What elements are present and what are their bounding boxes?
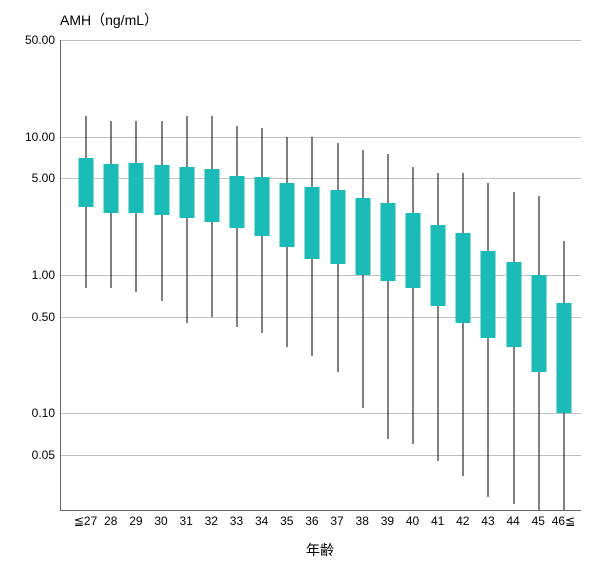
box: [406, 213, 421, 288]
whisker: [438, 173, 439, 462]
x-tick-label: 31: [179, 510, 192, 528]
whisker: [488, 183, 489, 496]
x-tick-label: 43: [481, 510, 494, 528]
box: [255, 177, 270, 236]
plot-area: 50.0010.005.001.000.500.100.05≦272829303…: [60, 40, 581, 511]
x-tick-label: 33: [230, 510, 243, 528]
grid-line: [61, 40, 581, 41]
x-tick-label: 34: [255, 510, 268, 528]
y-tick-label: 0.50: [32, 310, 61, 324]
box: [179, 167, 194, 217]
y-tick-label: 50.00: [25, 33, 61, 47]
box: [280, 183, 295, 246]
box: [79, 158, 94, 207]
box: [531, 275, 546, 372]
x-tick-label: 44: [506, 510, 519, 528]
box: [229, 176, 244, 228]
x-tick-label: 35: [280, 510, 293, 528]
x-tick-label: 41: [431, 510, 444, 528]
x-tick-label: 42: [456, 510, 469, 528]
box: [431, 225, 446, 306]
box: [506, 262, 521, 348]
box: [481, 251, 496, 338]
whisker: [413, 167, 414, 444]
whisker: [387, 154, 388, 439]
x-tick-label: 45: [532, 510, 545, 528]
y-tick-label: 10.00: [25, 130, 61, 144]
x-tick-label: 36: [305, 510, 318, 528]
grid-line: [61, 317, 581, 318]
box: [456, 233, 471, 323]
box: [129, 163, 144, 214]
x-tick-label: 37: [330, 510, 343, 528]
box: [556, 303, 571, 414]
whisker: [513, 192, 514, 505]
whisker: [463, 173, 464, 477]
box: [104, 164, 119, 213]
x-tick-label: 40: [406, 510, 419, 528]
y-tick-label: 1.00: [32, 268, 61, 282]
x-tick-label: 28: [104, 510, 117, 528]
y-tick-label: 0.05: [32, 448, 61, 462]
grid-line: [61, 455, 581, 456]
x-tick-label: 46≦: [552, 510, 575, 528]
grid-line: [61, 413, 581, 414]
whisker: [362, 150, 363, 408]
x-tick-label: 32: [205, 510, 218, 528]
grid-line: [61, 275, 581, 276]
y-tick-label: 5.00: [32, 171, 61, 185]
box: [305, 187, 320, 259]
box: [355, 198, 370, 275]
x-tick-label: 39: [381, 510, 394, 528]
x-tick-label: 29: [129, 510, 142, 528]
x-tick-label: 30: [154, 510, 167, 528]
box: [154, 165, 169, 215]
y-tick-label: 0.10: [32, 406, 61, 420]
amh-boxplot-chart: AMH（ng/mL） 50.0010.005.001.000.500.100.0…: [0, 0, 600, 570]
x-tick-label: 38: [356, 510, 369, 528]
box: [330, 190, 345, 264]
y-axis-title: AMH（ng/mL）: [60, 10, 158, 30]
x-tick-label: ≦27: [74, 510, 97, 528]
whisker: [186, 116, 187, 322]
box: [204, 169, 219, 222]
x-axis-title: 年齢: [20, 540, 600, 560]
box: [380, 203, 395, 281]
grid-line: [61, 137, 581, 138]
